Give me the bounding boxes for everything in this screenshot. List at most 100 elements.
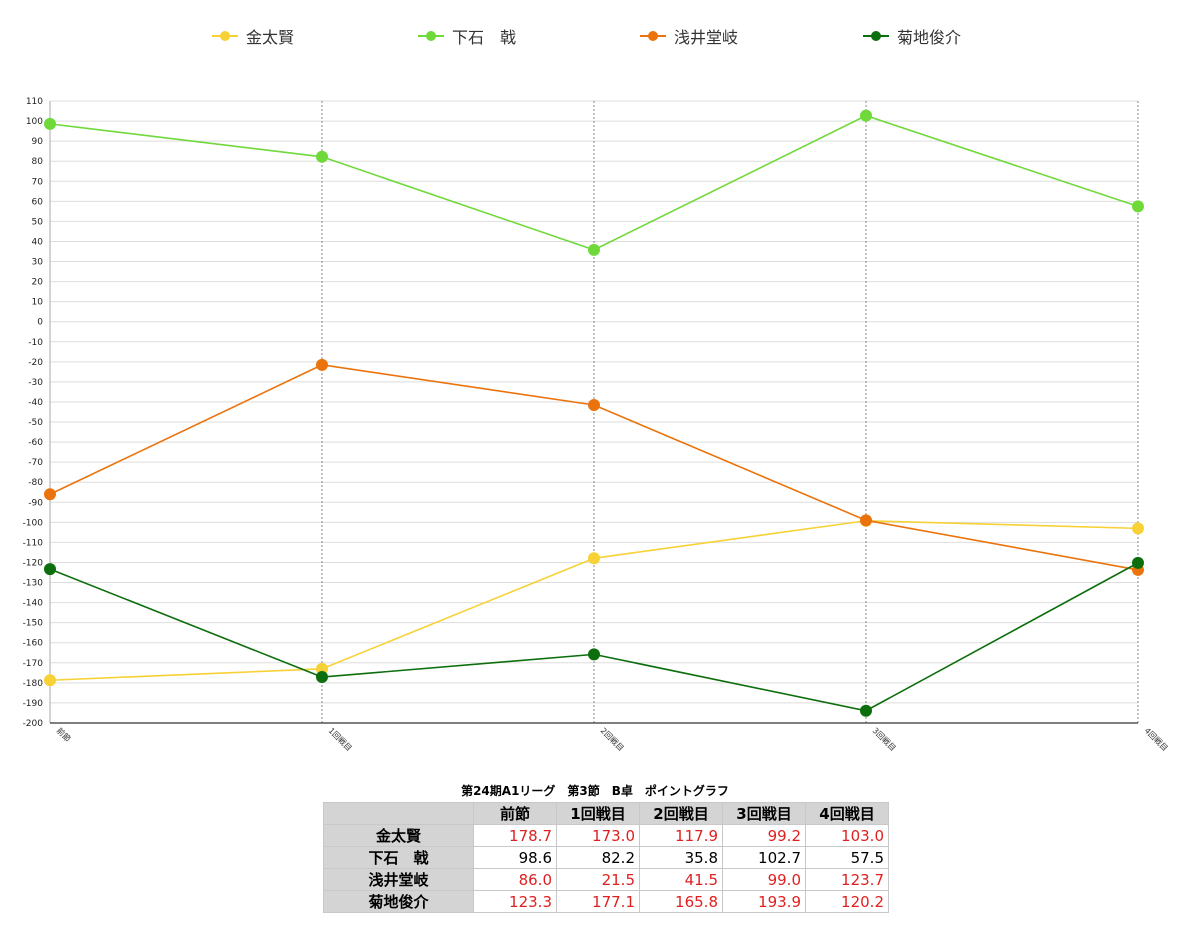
x-tick-label: 3回戦目 [871, 725, 899, 753]
data-point [316, 671, 328, 684]
y-tick-label: 80 [32, 157, 44, 167]
data-point [1132, 522, 1144, 535]
data-point [860, 514, 872, 527]
y-tick-label: -190 [23, 699, 44, 709]
table-cell: 99.2 [722, 824, 806, 847]
y-tick-label: -70 [28, 458, 43, 468]
y-tick-label: -160 [23, 639, 44, 649]
data-point [316, 662, 328, 675]
y-tick-label: -110 [23, 538, 44, 548]
table-cell: 120.2 [805, 890, 889, 913]
chart-legend: 金太賢 下石 戟 浅井堂岐 菊地俊介 [0, 22, 1200, 50]
legend-item: 金太賢 [212, 22, 294, 50]
row-header-cell: 浅井堂岐 [323, 868, 474, 891]
table-cell: 57.5 [805, 846, 889, 869]
table-corner-cell [323, 802, 474, 825]
x-tick-label: 2回戦目 [599, 725, 627, 753]
legend-label: 金太賢 [246, 28, 295, 47]
y-tick-label: 110 [26, 97, 43, 107]
table-cell: 41.5 [639, 868, 723, 891]
y-tick-label: -120 [23, 558, 44, 568]
data-point [860, 109, 872, 122]
y-tick-label: -40 [28, 398, 43, 408]
table-header-cell: 前節 [473, 802, 557, 825]
table-row: 浅井堂岐 86.0 21.5 41.5 99.0 123.7 [323, 868, 889, 891]
legend-item: 浅井堂岐 [640, 22, 738, 50]
y-tick-label: 50 [32, 217, 44, 227]
y-tick-label: -200 [23, 719, 44, 729]
table-cell: 82.2 [556, 846, 640, 869]
table-header-cell: 1回戦目 [556, 802, 640, 825]
table-cell: 21.5 [556, 868, 640, 891]
table-caption: 第24期A1リーグ 第3節 B卓 ポイントグラフ [461, 784, 729, 798]
data-point [316, 150, 328, 163]
table-header-cell: 3回戦目 [722, 802, 806, 825]
row-header-cell: 菊地俊介 [323, 890, 474, 913]
legend-item: 下石 戟 [418, 22, 516, 50]
data-point [44, 674, 56, 687]
data-point [316, 358, 328, 371]
data-point [44, 117, 56, 130]
x-tick-label: 4回戦目 [1143, 725, 1171, 753]
table-header-cell: 4回戦目 [805, 802, 889, 825]
table-row: 下石 戟 98.6 82.2 35.8 102.7 57.5 [323, 846, 889, 869]
legend-marker-icon [863, 29, 889, 43]
table-cell: 177.1 [556, 890, 640, 913]
y-tick-label: -180 [23, 679, 44, 689]
legend-label: 下石 戟 [452, 28, 517, 47]
y-tick-label: 10 [32, 298, 44, 308]
row-header-cell: 下石 戟 [323, 846, 474, 869]
legend-label: 浅井堂岐 [674, 28, 739, 47]
legend-marker-icon [212, 29, 238, 43]
data-point [588, 648, 600, 661]
data-point [588, 243, 600, 256]
y-tick-label: 20 [32, 278, 44, 288]
x-tick-label: 前節 [55, 725, 73, 743]
y-tick-label: 0 [37, 318, 43, 328]
data-point [44, 488, 56, 501]
data-point [860, 704, 872, 717]
table-cell: 117.9 [639, 824, 723, 847]
table-header-cell: 2回戦目 [639, 802, 723, 825]
table-cell: 193.9 [722, 890, 806, 913]
data-point [44, 563, 56, 576]
table-row: 金太賢 178.7 173.0 117.9 99.2 103.0 [323, 824, 889, 847]
table-cell: 102.7 [722, 846, 806, 869]
legend-item: 菊地俊介 [863, 22, 961, 50]
table-cell: 165.8 [639, 890, 723, 913]
table-row: 菊地俊介 123.3 177.1 165.8 193.9 120.2 [323, 890, 889, 913]
data-point [1132, 556, 1144, 569]
legend-label: 菊地俊介 [897, 28, 962, 47]
y-tick-label: -140 [23, 599, 44, 609]
table-cell: 123.7 [805, 868, 889, 891]
table-cell: 35.8 [639, 846, 723, 869]
y-tick-label: -80 [28, 478, 43, 488]
y-tick-label: 100 [26, 117, 43, 127]
data-point [1132, 200, 1144, 213]
points-table: 前節 1回戦目 2回戦目 3回戦目 4回戦目 金太賢 178.7 173.0 117.… [323, 802, 889, 913]
table-cell: 99.0 [722, 868, 806, 891]
table-cell: 178.7 [473, 824, 557, 847]
table-cell: 98.6 [473, 846, 557, 869]
y-tick-label: -30 [28, 378, 43, 388]
y-tick-label: -130 [23, 579, 44, 589]
line-chart: -200-190-180-170-160-150-140-130-120-110… [23, 97, 1171, 753]
y-tick-label: -90 [28, 498, 43, 508]
y-tick-label: 70 [32, 177, 44, 187]
y-tick-label: -170 [23, 659, 44, 669]
y-tick-label: 30 [32, 258, 44, 268]
y-tick-label: 40 [32, 237, 44, 247]
data-point [588, 398, 600, 411]
y-tick-label: -20 [28, 358, 43, 368]
table-cell: 123.3 [473, 890, 557, 913]
table-cell: 103.0 [805, 824, 889, 847]
data-point [588, 552, 600, 565]
table-cell: 86.0 [473, 868, 557, 891]
legend-marker-icon [640, 29, 666, 43]
table-cell: 173.0 [556, 824, 640, 847]
y-tick-label: 60 [32, 197, 44, 207]
table-header-row: 前節 1回戦目 2回戦目 3回戦目 4回戦目 [323, 802, 889, 825]
series-line [49, 364, 1139, 571]
legend-marker-icon [418, 29, 444, 43]
y-tick-label: 90 [32, 137, 44, 147]
